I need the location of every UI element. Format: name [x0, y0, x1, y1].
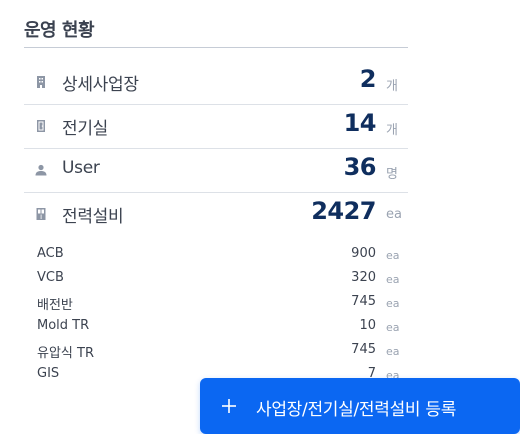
register-site-button[interactable]: 사업장/전기실/전력설비 등록 [200, 378, 520, 434]
stat-row-power-equipment: 전력설비 2427 ea [24, 193, 408, 235]
row-divider [24, 192, 408, 193]
equipment-unit: ea [386, 321, 400, 334]
equipment-row-oil-tr: 유압식 TR 745 ea [37, 340, 408, 361]
equipment-row-switchboard: 배전반 745 ea [37, 292, 408, 313]
stat-unit: 개 [386, 123, 398, 138]
user-icon [35, 164, 47, 176]
equipment-label: Mold TR [37, 318, 90, 333]
equipment-count: 745 [351, 294, 376, 309]
equipment-count: 7 [367, 366, 376, 381]
equipment-count: 320 [351, 270, 376, 285]
equipment-row-mold-tr: Mold TR 10 ea [37, 316, 408, 336]
equipment-label: 배전반 [37, 298, 73, 313]
stat-row-electric-rooms: 전기실 14 개 [24, 105, 408, 147]
stat-row-sites: 상세사업장 2 개 [24, 61, 408, 103]
equipment-label: GIS [37, 366, 60, 381]
stat-value: 2427 [311, 197, 376, 225]
plus-icon [222, 399, 236, 413]
equipment-label: 유압식 TR [37, 346, 94, 361]
equipment-count: 745 [351, 342, 376, 357]
stat-unit: 명 [386, 167, 398, 182]
row-divider [24, 148, 408, 149]
electric-room-icon [37, 120, 45, 132]
stat-value: 14 [343, 109, 377, 137]
equipment-row-acb: ACB 900 ea [37, 244, 408, 264]
equipment-label: VCB [37, 270, 64, 285]
equipment-label: ACB [37, 246, 64, 261]
equipment-unit: ea [386, 297, 400, 310]
stat-label: User [62, 158, 100, 178]
equipment-count: 900 [351, 246, 376, 261]
equipment-unit: ea [386, 249, 400, 262]
stat-value: 36 [343, 153, 377, 181]
stat-value: 2 [359, 65, 377, 93]
building-icon [37, 76, 45, 88]
equipment-unit: ea [386, 273, 400, 286]
stat-unit: ea [386, 207, 402, 222]
equipment-count: 10 [359, 318, 376, 333]
register-button-label: 사업장/전기실/전력설비 등록 [256, 400, 457, 420]
equipment-unit: ea [386, 345, 400, 358]
stat-label: 전력설비 [62, 207, 124, 227]
equipment-row-vcb: VCB 320 ea [37, 268, 408, 288]
stat-unit: 개 [386, 79, 398, 94]
title-divider [24, 47, 408, 48]
stat-label: 전기실 [62, 119, 109, 139]
row-divider [24, 104, 408, 105]
section-title: 운영 현황 [24, 20, 95, 41]
stat-row-users: User 36 명 [24, 149, 408, 191]
power-equipment-icon [36, 208, 46, 220]
stat-label: 상세사업장 [62, 75, 139, 95]
